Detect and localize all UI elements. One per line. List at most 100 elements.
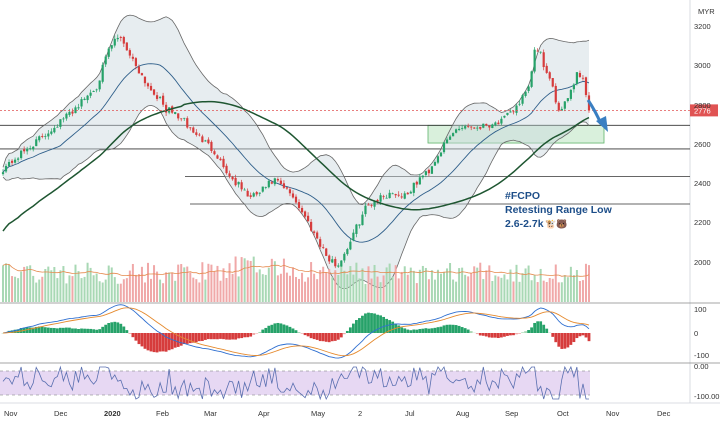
volume-bar (74, 264, 77, 302)
volume-bar (494, 275, 497, 302)
macd-bar (333, 333, 337, 341)
candle-body (530, 71, 533, 87)
candle-body (77, 107, 80, 109)
macd-bar (252, 333, 256, 335)
month-label: Nov (4, 409, 18, 418)
macd-bar (524, 331, 527, 333)
candle-body (548, 72, 551, 79)
candle-body (59, 119, 62, 127)
macd-bar (95, 329, 99, 333)
candle-body (373, 200, 376, 207)
volume-bar (461, 267, 464, 302)
volume-bar (62, 266, 65, 302)
macd-bar (55, 328, 59, 333)
candle-body (186, 118, 189, 128)
candle-body (1, 172, 5, 175)
candle-body (65, 113, 68, 119)
macd-bar (379, 315, 382, 333)
volume-bar (5, 263, 8, 302)
macd-bar (188, 333, 192, 344)
volume-bar (258, 269, 261, 302)
candle-body (361, 214, 364, 226)
candle-body (355, 224, 358, 234)
macd-bar (406, 329, 410, 333)
macd-bar (164, 333, 168, 352)
candle-body (231, 176, 234, 180)
macd-bar (303, 333, 307, 336)
candle-body (288, 189, 292, 194)
volume-bar (470, 273, 473, 302)
volume-bar (418, 269, 421, 302)
volume-bar (137, 274, 140, 302)
macd-bar (291, 328, 295, 333)
candle-body (47, 133, 50, 137)
price-tick: 3000 (694, 61, 711, 70)
candle-body (171, 106, 174, 113)
macd-bar (213, 333, 216, 340)
volume-bar (168, 272, 171, 302)
volume-bar (65, 283, 68, 302)
candle-body (204, 140, 207, 142)
last-price-box (690, 104, 718, 117)
macd-bar (466, 329, 470, 333)
macd-bar (273, 323, 277, 333)
rsi-tick: -100.00 (694, 392, 719, 401)
volume-bar (183, 267, 186, 302)
volume-bar (298, 278, 301, 302)
macd-bar (388, 320, 392, 333)
candle-body (406, 192, 409, 195)
volume-bar (569, 266, 572, 302)
candle-body (542, 52, 545, 68)
candle-body (279, 180, 282, 184)
volume-bar (349, 266, 352, 302)
candle-body (370, 205, 373, 206)
candle-body (479, 126, 482, 129)
volume-bar (500, 277, 503, 302)
arrow-head-icon (596, 116, 608, 132)
price-tick: 2800 (694, 101, 711, 110)
macd-bar (312, 333, 316, 340)
macd-bar (415, 329, 419, 333)
volume-bar (572, 275, 575, 302)
volume-bar (367, 266, 370, 302)
macd-bar (152, 333, 156, 353)
volume-bar (128, 270, 131, 302)
candle-body (35, 139, 38, 147)
bollinger-upper (2, 14, 590, 206)
candle-body (146, 83, 150, 87)
candle-body (412, 182, 415, 193)
volume-bar (325, 272, 328, 302)
volume-bar (403, 266, 406, 302)
candle-body (89, 92, 92, 96)
volume-bar (47, 266, 50, 302)
macd-bar (231, 333, 234, 340)
macd-bar (355, 320, 358, 333)
macd-bar (382, 316, 385, 333)
macd-bar (358, 318, 361, 333)
candle-body (388, 192, 391, 199)
rsi-band (0, 371, 590, 395)
candle-body (83, 98, 86, 100)
candle-body (352, 232, 355, 241)
volume-bar (391, 276, 394, 302)
macd-bar (512, 333, 515, 336)
volume-bar (536, 282, 539, 302)
candle-body (50, 131, 53, 134)
macd-bar (439, 326, 443, 333)
macd-bar (403, 328, 407, 333)
candle-body (282, 183, 286, 188)
macd-bar (52, 328, 56, 333)
candle-body (161, 95, 165, 105)
candle-body (397, 194, 400, 196)
volume-bar (29, 265, 32, 302)
macd-bar (86, 328, 89, 333)
volume-bar (35, 282, 38, 302)
volume-bar (219, 280, 222, 302)
macd-bar (496, 333, 500, 339)
candle-body (418, 177, 421, 185)
candle-body (222, 158, 225, 168)
volume-bar (110, 267, 113, 302)
macd-bar (197, 333, 201, 342)
